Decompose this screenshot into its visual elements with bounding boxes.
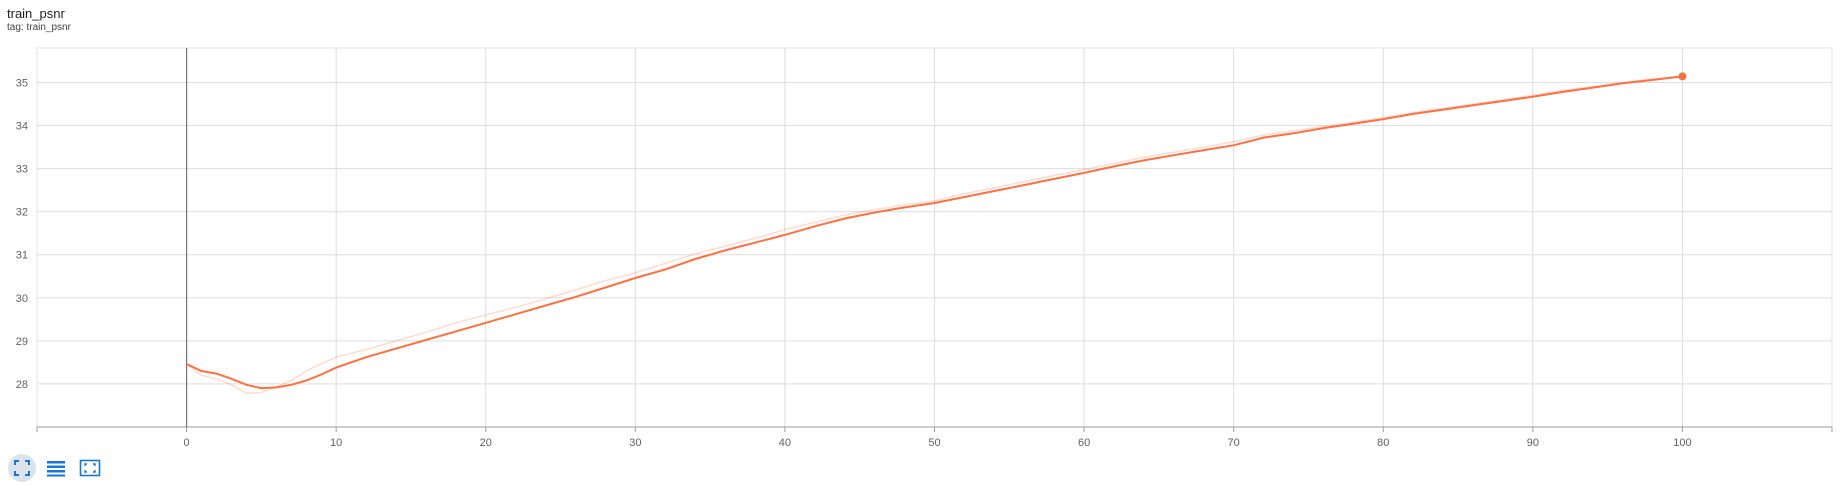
x-tick-label: 20 (480, 437, 492, 449)
x-tick-label: 60 (1078, 437, 1090, 449)
zoom-region-icon (79, 459, 101, 477)
x-tick-label: 90 (1527, 437, 1539, 449)
y-tick-label: 28 (16, 379, 28, 391)
y-tick-label: 33 (16, 164, 28, 176)
fit-domain-button[interactable] (8, 454, 36, 482)
x-tick-label: 50 (928, 437, 940, 449)
y-tick-label: 29 (16, 336, 28, 348)
toggle-log-icon (47, 461, 65, 477)
series-last-point[interactable] (1678, 72, 1687, 81)
chart-card-header: train_psnr tag: train_psnr (7, 6, 71, 34)
toggle-log-scale-button[interactable] (42, 454, 70, 482)
x-tick-label: 100 (1673, 437, 1691, 449)
y-tick-label: 30 (16, 293, 28, 305)
x-tick-label: 30 (629, 437, 641, 449)
grid-lines (36, 47, 1833, 432)
series-smoothed-line[interactable] (186, 75, 1683, 390)
zoom-region-button[interactable] (76, 454, 104, 482)
y-tick-label: 34 (16, 121, 28, 133)
y-tick-labels: 28 29 30 31 32 33 34 35 (16, 77, 28, 390)
x-tick-label: 10 (330, 437, 342, 449)
x-tick-labels: 0 10 20 30 40 50 60 70 80 90 100 (184, 437, 1692, 449)
chart-toolbar (8, 454, 104, 482)
x-tick-label: 0 (184, 437, 190, 449)
y-tick-label: 35 (16, 77, 28, 89)
y-tick-label: 32 (16, 207, 28, 219)
series-group (186, 72, 1687, 395)
chart-tag: tag: train_psnr (7, 22, 71, 33)
fit-domain-icon (14, 460, 30, 476)
x-tick-label: 40 (779, 437, 791, 449)
y-tick-label: 31 (16, 250, 28, 262)
x-tick-label: 80 (1377, 437, 1389, 449)
series-raw-line (186, 75, 1683, 395)
x-tick-label: 70 (1228, 437, 1240, 449)
chart-title: train_psnr (7, 6, 65, 21)
